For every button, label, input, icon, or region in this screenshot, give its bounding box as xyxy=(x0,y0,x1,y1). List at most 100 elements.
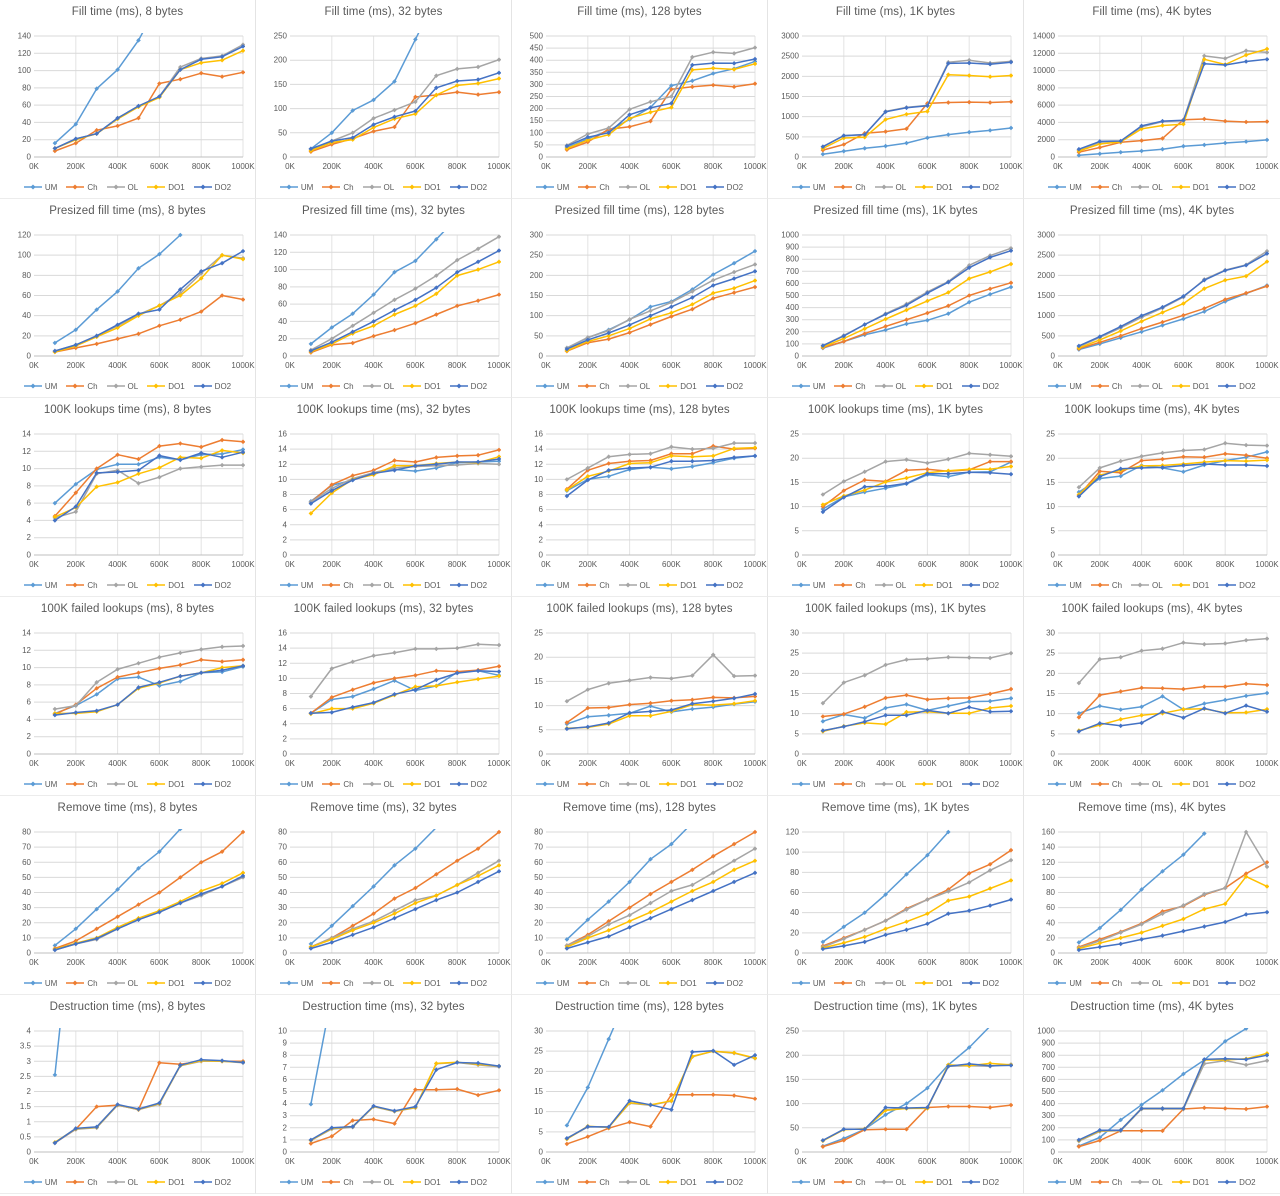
y-axis-tick-label: 0 xyxy=(27,1148,32,1157)
data-point-marker-icon xyxy=(690,888,695,894)
legend-label: Ch xyxy=(87,978,98,988)
chart-panel: Presized fill time (ms), 128 bytes 0K 200K… xyxy=(512,199,768,398)
legend-label: DO2 xyxy=(1239,1177,1256,1187)
data-point-marker-icon xyxy=(115,115,120,121)
chart-title: Destruction time (ms), 1K bytes xyxy=(813,1001,978,1013)
data-point-marker-icon xyxy=(1139,685,1144,691)
legend-label: DO2 xyxy=(726,580,744,590)
data-point-marker-icon xyxy=(627,107,632,112)
data-point-marker-icon xyxy=(240,663,245,669)
data-point-marker-icon xyxy=(1139,313,1144,318)
data-point-marker-icon xyxy=(1243,681,1249,687)
x-axis-tick-label: 200K xyxy=(834,361,853,370)
legend-label: UM xyxy=(812,779,826,789)
y-axis-tick-label: 800 xyxy=(1042,1051,1056,1060)
legend-label: UM xyxy=(556,580,570,590)
data-point-marker-icon xyxy=(627,452,632,457)
legend-label: DO1 xyxy=(168,182,185,192)
data-point-marker-icon xyxy=(136,471,141,477)
y-axis-tick-label: 150 xyxy=(786,1075,800,1084)
series-line-DO1 xyxy=(52,870,245,952)
data-point-marker-icon xyxy=(1222,458,1228,463)
chart-panel: 100K lookups time (ms), 1K bytes 0K 200K 40… xyxy=(768,398,1024,597)
series-line-UM xyxy=(820,829,951,945)
data-point-marker-icon xyxy=(710,879,716,885)
data-point-marker-icon xyxy=(925,135,930,141)
legend-item-OL: OL xyxy=(362,183,394,192)
data-point-marker-icon xyxy=(710,870,716,876)
x-axis-tick-label: 0K xyxy=(1053,560,1063,569)
x-axis-tick-label: 1000K xyxy=(743,759,767,768)
x-axis-tick-label: 400K xyxy=(364,361,383,370)
series-line-OL xyxy=(564,262,757,351)
y-axis-tick-label: 50 xyxy=(22,873,31,882)
legend-label: OL xyxy=(1152,182,1163,192)
legend-item-OL: OL xyxy=(874,581,906,590)
y-axis-tick-label: 100 xyxy=(274,104,288,113)
x-axis-tick-label: 800K xyxy=(960,1157,979,1166)
x-axis-tick-label: 0K xyxy=(1053,759,1063,768)
y-axis-tick-label: 150 xyxy=(530,116,544,125)
data-point-marker-icon xyxy=(1139,720,1144,726)
y-axis-tick-label: 140 xyxy=(1042,843,1056,852)
series-line-UM xyxy=(52,33,144,146)
x-axis-tick-label: 0K xyxy=(29,1157,39,1166)
data-point-marker-icon xyxy=(585,940,591,945)
data-point-marker-icon xyxy=(240,248,245,254)
data-point-marker-icon xyxy=(475,870,481,876)
data-point-marker-icon xyxy=(883,926,888,932)
legend-item-UM: UM xyxy=(23,979,57,988)
y-axis-tick-label: 0 xyxy=(283,1148,288,1157)
chart-legend: UM Ch OL DO1 DO2 xyxy=(512,377,767,395)
data-point-marker-icon xyxy=(820,343,826,349)
data-point-marker-icon xyxy=(1202,461,1207,467)
data-point-marker-icon xyxy=(883,327,888,333)
data-point-marker-icon xyxy=(454,89,460,95)
y-axis-tick-label: 8 xyxy=(27,481,32,490)
legend-item-DO2: DO2 xyxy=(193,581,231,590)
legend-marker-icon xyxy=(66,1179,85,1185)
data-point-marker-icon xyxy=(434,285,439,291)
legend-marker-icon xyxy=(1090,980,1109,986)
data-point-marker-icon xyxy=(966,57,972,63)
data-point-marker-icon xyxy=(1264,864,1269,870)
legend-item-OL: OL xyxy=(1131,979,1163,988)
legend-marker-icon xyxy=(23,980,42,986)
y-axis-tick-label: 300 xyxy=(530,231,544,240)
data-point-marker-icon xyxy=(862,331,867,336)
data-point-marker-icon xyxy=(862,719,867,725)
data-point-marker-icon xyxy=(627,330,632,335)
data-point-marker-icon xyxy=(1008,99,1013,105)
y-axis-tick-label: 200 xyxy=(786,327,800,336)
data-point-marker-icon xyxy=(413,303,418,309)
series-line-UM xyxy=(308,1028,327,1107)
x-axis-tick-label: 0K xyxy=(29,759,39,768)
data-point-marker-icon xyxy=(1181,1071,1186,1077)
legend-item-OL: OL xyxy=(618,581,650,590)
data-point-marker-icon xyxy=(627,710,632,716)
data-point-marker-icon xyxy=(1202,286,1207,291)
data-point-marker-icon xyxy=(1264,1052,1269,1058)
series-line-UM xyxy=(1076,831,1207,945)
legend-item-OL: OL xyxy=(106,1178,138,1187)
legend-marker-icon xyxy=(915,184,934,190)
data-point-marker-icon xyxy=(219,57,225,63)
y-axis-tick-label: 5 xyxy=(1051,526,1056,535)
data-point-marker-icon xyxy=(731,84,737,90)
legend-item-DO2: DO2 xyxy=(1218,183,1256,192)
data-point-marker-icon xyxy=(240,870,245,876)
legend-item-Ch: Ch xyxy=(1090,382,1122,391)
data-point-marker-icon xyxy=(1097,474,1103,479)
series-line-DO2 xyxy=(308,248,501,354)
legend-marker-icon xyxy=(1090,383,1109,389)
y-axis-tick-label: 12 xyxy=(22,447,31,456)
y-axis-tick-label: 10 xyxy=(534,933,543,942)
y-axis-tick-label: 0 xyxy=(283,949,288,958)
data-point-marker-icon xyxy=(434,893,439,898)
data-point-marker-icon xyxy=(329,937,335,942)
y-axis-tick-label: 4000 xyxy=(1037,118,1055,127)
y-axis-tick-label: 8 xyxy=(283,1051,288,1060)
chart-panel: 100K lookups time (ms), 128 bytes 0K 200K 4… xyxy=(512,398,768,597)
